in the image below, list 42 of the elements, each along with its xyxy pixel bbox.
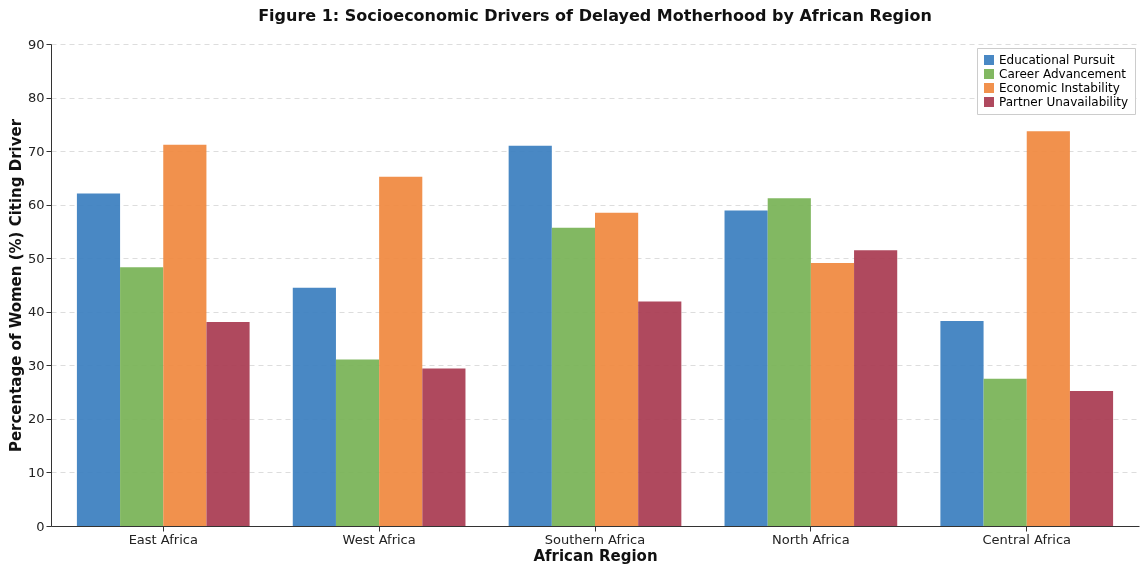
y-tick-label: 70 (27, 143, 45, 159)
bar (76, 193, 121, 526)
bar (206, 321, 250, 526)
x-tick-label: Southern Africa (544, 531, 646, 547)
bar (1069, 391, 1114, 526)
bar (335, 359, 380, 526)
bar (940, 320, 984, 526)
bar (120, 267, 164, 526)
legend-label: Career Advancement (999, 67, 1127, 81)
y-tick-label: 40 (27, 304, 45, 320)
bar (1026, 131, 1070, 526)
bar (810, 263, 855, 526)
y-tick-label: 10 (27, 464, 45, 480)
bar (767, 198, 811, 526)
bar (551, 227, 595, 526)
y-tick-label: 60 (27, 197, 45, 213)
bar (292, 287, 336, 526)
y-tick-label: 20 (27, 411, 45, 427)
x-axis-title: African Region (533, 546, 658, 565)
bar (854, 250, 898, 526)
x-tick-label: West Africa (342, 531, 416, 547)
legend-label: Economic Instability (999, 81, 1120, 95)
legend-label: Partner Unavailability (999, 95, 1129, 109)
bar (163, 144, 207, 526)
x-tick-label: East Africa (128, 531, 198, 547)
y-tick-label: 80 (27, 90, 45, 106)
bar (724, 210, 768, 526)
legend-label: Educational Pursuit (999, 53, 1115, 67)
y-tick-label: 50 (27, 250, 45, 266)
bar (983, 378, 1027, 526)
y-tick-label: 0 (36, 518, 45, 534)
x-tick-label: Central Africa (982, 531, 1072, 547)
bar (638, 301, 682, 526)
bar (422, 368, 466, 526)
x-tick-label: North Africa (772, 531, 850, 547)
chart-title: Figure 1: Socioeconomic Drivers of Delayed Motherhood by African Region (258, 6, 932, 25)
y-tick-label: 90 (27, 36, 45, 52)
y-axis-title: Percentage of Women (%) Citing Driver (6, 118, 25, 453)
y-tick-label: 30 (27, 357, 45, 373)
bar (595, 212, 639, 526)
bar (379, 176, 423, 526)
bar (508, 145, 552, 526)
